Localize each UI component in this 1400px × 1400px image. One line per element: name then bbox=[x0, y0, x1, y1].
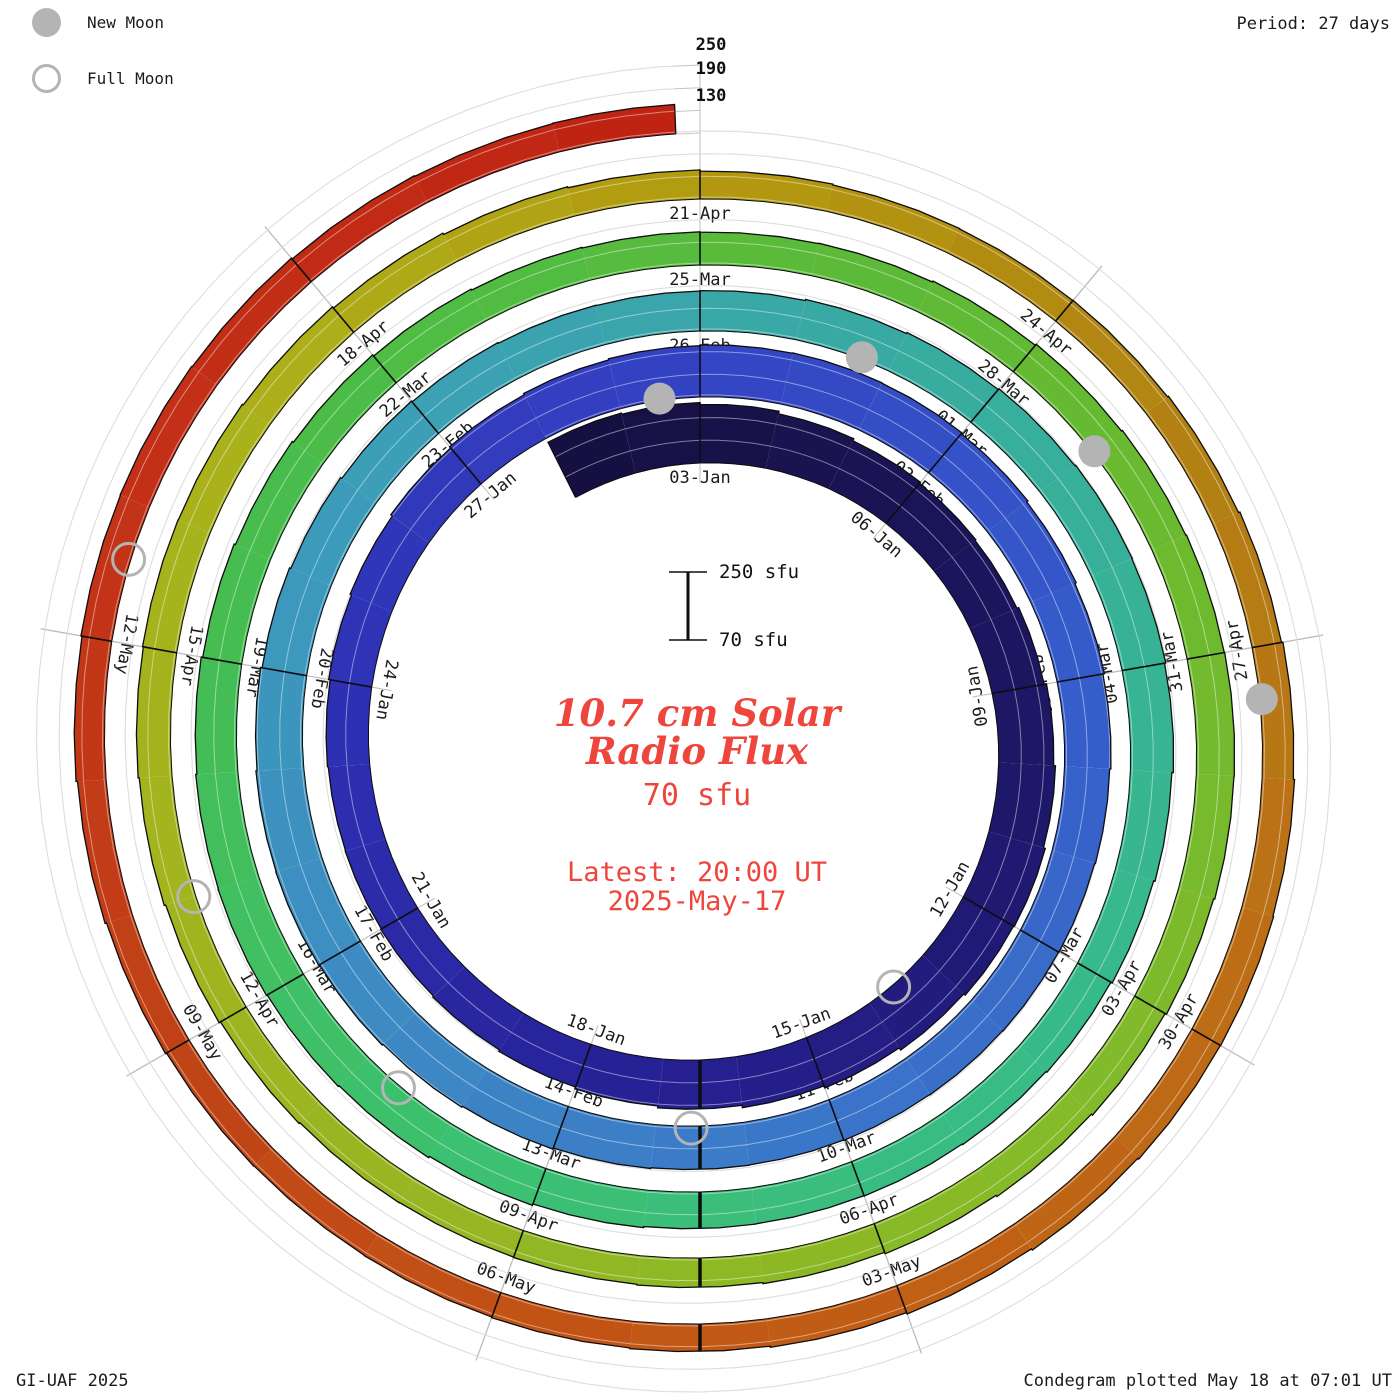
full-moon-marker-14-Mar bbox=[381, 1070, 416, 1106]
date-label-03-Jan: 03-Jan bbox=[669, 468, 730, 488]
legend-new-moon: New Moon bbox=[32, 8, 164, 37]
chart-title-block: 10.7 cm Solar Radio Flux 70 sfu bbox=[554, 694, 840, 813]
latest-time: Latest: 20:00 UT bbox=[566, 857, 828, 888]
plotted-timestamp: Condegram plotted May 18 at 07:01 UT bbox=[1023, 1371, 1392, 1391]
new-moon-label: New Moon bbox=[87, 13, 165, 32]
new-moon-marker-29-Jan bbox=[643, 382, 676, 415]
flux-scalebar bbox=[669, 571, 707, 641]
date-label-24-Jan: 24-Jan bbox=[371, 658, 401, 722]
radial-axis-label-190: 190 bbox=[695, 59, 727, 79]
period-note: Period: 27 days bbox=[1236, 14, 1390, 34]
credit-text: GI-UAF 2025 bbox=[16, 1371, 129, 1391]
interval-ticks bbox=[80, 169, 1284, 1352]
latest-observation-block: Latest: 20:00 UT 2025-May-17 bbox=[567, 858, 827, 916]
scalebar-min-label: 70 sfu bbox=[719, 629, 788, 651]
radial-axis-label-250: 250 bbox=[695, 35, 727, 55]
full-moon-marker-13-Jan bbox=[876, 969, 912, 1005]
bar-outlines bbox=[73, 103, 1296, 1353]
date-label-25-Mar: 25-Mar bbox=[669, 270, 730, 290]
current-flux-value: 70 sfu bbox=[642, 778, 752, 813]
chart-title-line2: Radio Flux bbox=[585, 729, 809, 773]
latest-date: 2025-May-17 bbox=[607, 886, 787, 917]
gridline-overlay bbox=[35, 65, 1332, 1393]
full-moon-marker-13-Apr bbox=[176, 879, 212, 915]
radial-axis-label-130: 130 bbox=[695, 86, 727, 106]
full-moon-icon bbox=[32, 64, 61, 93]
full-moon-marker-12-Feb bbox=[673, 1110, 709, 1146]
chart-title-line1: 10.7 cm Solar bbox=[553, 691, 841, 735]
legend-full-moon: Full Moon bbox=[32, 64, 174, 93]
full-moon-marker-12-May bbox=[111, 541, 147, 577]
new-moon-marker-27-Apr bbox=[1245, 683, 1278, 716]
new-moon-icon bbox=[32, 8, 61, 37]
moon-markers bbox=[111, 341, 1278, 1146]
flux-bars bbox=[74, 104, 1295, 1352]
new-moon-marker-27-Feb bbox=[845, 341, 878, 374]
scalebar-max-label: 250 sfu bbox=[719, 561, 800, 583]
full-moon-label: Full Moon bbox=[87, 69, 174, 88]
new-moon-marker-29-Mar bbox=[1078, 435, 1111, 468]
date-label-21-Apr: 21-Apr bbox=[669, 204, 730, 224]
